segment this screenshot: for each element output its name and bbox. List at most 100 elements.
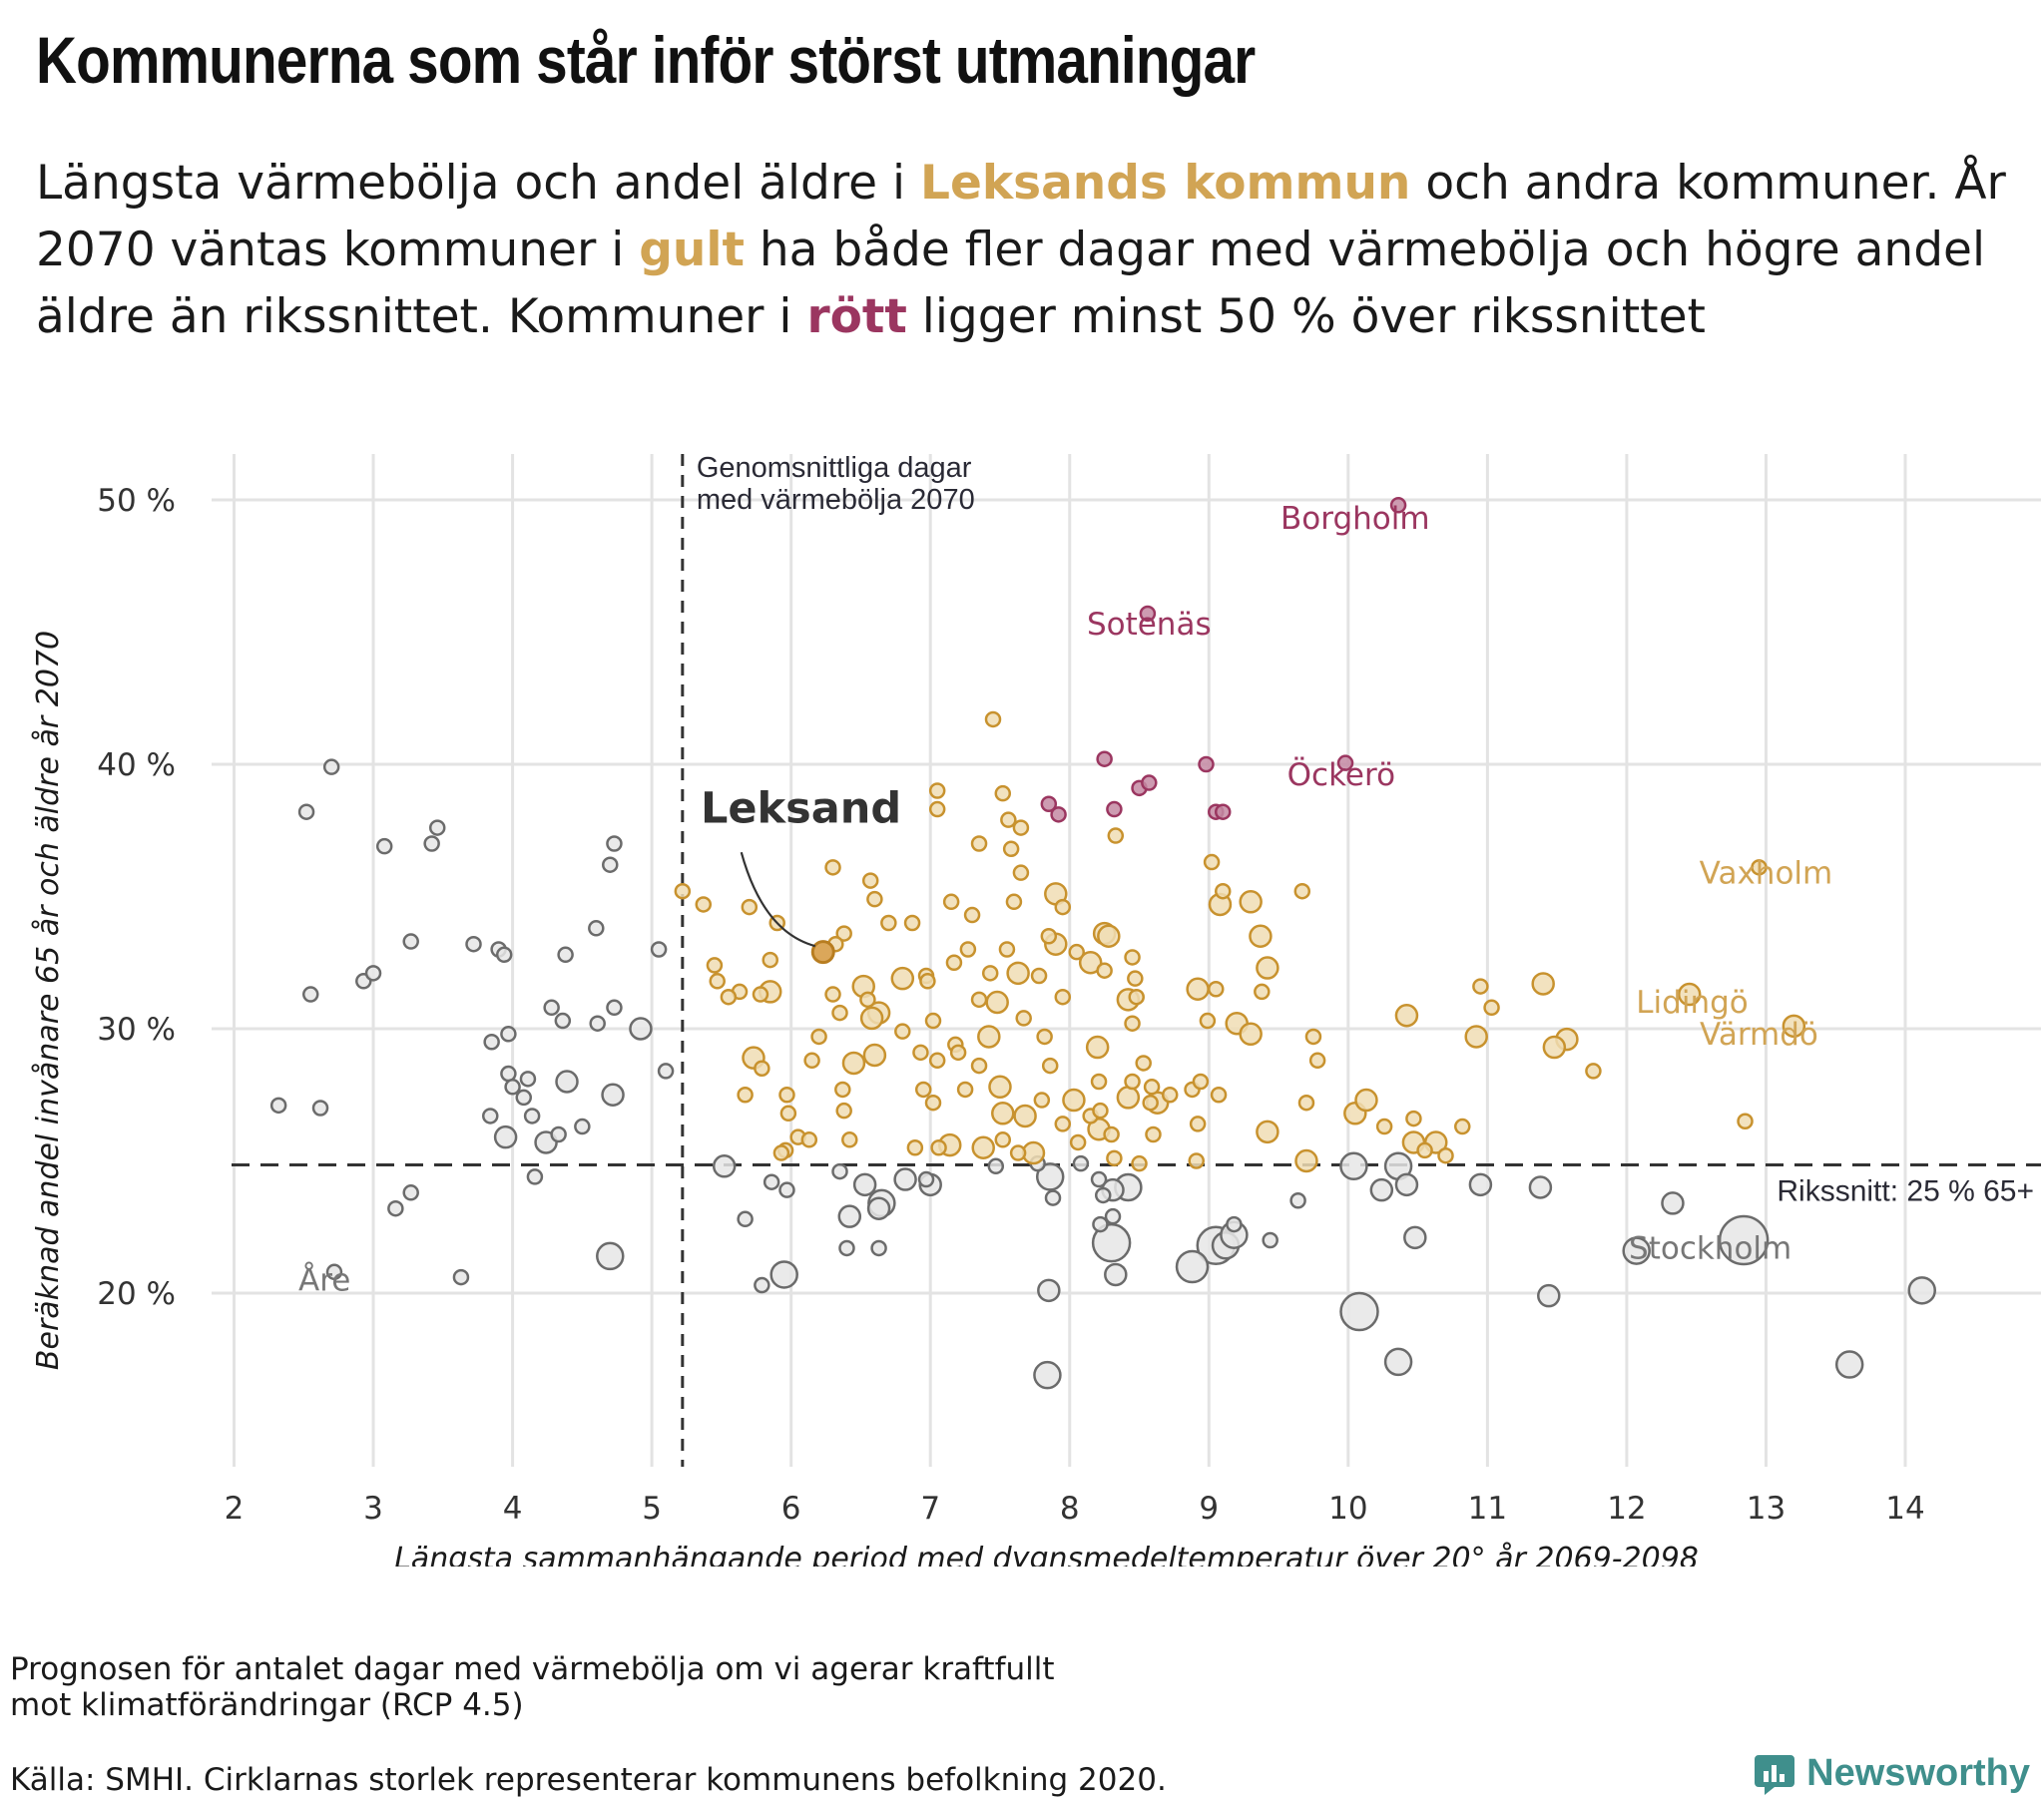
point-grey: [987, 1157, 1005, 1175]
point-gold: [810, 1028, 827, 1046]
point-gold: [1188, 1152, 1205, 1169]
point-gold: [890, 966, 915, 991]
point-gold: [709, 973, 726, 990]
point-grey: [602, 856, 619, 873]
x-tick-label: 6: [781, 1491, 801, 1527]
label-värmdö: Värmdö: [1700, 1017, 1818, 1053]
point-gold: [824, 859, 841, 876]
point-gold: [1308, 1052, 1326, 1070]
point-gold: [1751, 859, 1768, 876]
point-grey: [1094, 1186, 1112, 1204]
point-grey: [483, 1034, 500, 1051]
point-gold: [1375, 1118, 1393, 1135]
chart-subtitle: Längsta värmebölja och andel äldre i Lek…: [36, 150, 2012, 350]
point-gold: [1096, 962, 1113, 979]
point-gold: [779, 1105, 797, 1123]
point-gold: [1208, 981, 1225, 998]
point-gold: [1677, 982, 1702, 1007]
point-grey: [465, 935, 482, 953]
y-tick-label: 30 %: [97, 1012, 176, 1048]
point-gold: [772, 1144, 790, 1161]
point-gold: [1068, 943, 1085, 961]
point-grey: [1339, 1291, 1379, 1332]
x-tick-label: 4: [503, 1491, 523, 1527]
point-gold: [859, 1006, 884, 1031]
y-axis-title: Beräknad andel invånare 65 år och äldre …: [31, 631, 66, 1370]
point-gold: [1192, 1073, 1210, 1091]
point-grey: [375, 837, 393, 855]
point-red: [1106, 800, 1123, 818]
point-gold: [1203, 853, 1221, 871]
point-grey: [1403, 1225, 1427, 1250]
point-grey: [269, 1097, 287, 1115]
point-gold: [1531, 972, 1555, 996]
label-vaxholm: Vaxholm: [1700, 855, 1833, 891]
point-gold: [924, 1012, 942, 1030]
point-gold: [862, 1043, 887, 1068]
point-gold: [1040, 928, 1058, 945]
point-gold: [1116, 1086, 1141, 1110]
point-gold: [1124, 1015, 1141, 1032]
point-gold: [706, 957, 724, 974]
x-tick-label: 8: [1060, 1491, 1080, 1527]
point-gold: [1006, 961, 1030, 986]
point-gold: [1135, 1055, 1152, 1072]
x-tick-label: 14: [1885, 1491, 1924, 1527]
point-gold: [1199, 1012, 1217, 1030]
point-grey: [482, 1108, 499, 1124]
point-grey: [515, 1089, 532, 1107]
point-grey: [1907, 1276, 1936, 1305]
point-gold: [803, 1052, 820, 1070]
point-grey: [629, 1017, 653, 1041]
point-grey: [588, 920, 605, 937]
point-gold: [1062, 1088, 1086, 1113]
point-gold: [1483, 999, 1500, 1017]
point-gold: [1103, 1125, 1120, 1143]
point-grey: [550, 1125, 567, 1143]
point-gold: [971, 1135, 995, 1159]
point-grey: [523, 1108, 541, 1124]
point-gold: [1128, 988, 1145, 1006]
point-grey: [543, 999, 560, 1017]
point-gold: [1106, 1149, 1123, 1167]
y-tick-label: 20 %: [97, 1276, 176, 1312]
point-grey: [754, 1276, 770, 1294]
point-grey: [574, 1118, 591, 1135]
x-tick-label: 2: [225, 1491, 245, 1527]
label-stockholm: Stockholm: [1629, 1231, 1791, 1267]
point-grey: [1834, 1350, 1864, 1379]
subtitle-text-3: ha både fler dagar med värmebölja och hö…: [36, 223, 1986, 344]
point-gold: [1131, 1154, 1148, 1172]
point-gold: [720, 988, 738, 1006]
point-grey: [831, 1162, 848, 1180]
point-gold: [1254, 983, 1271, 1001]
point-gold: [894, 1023, 911, 1040]
point-grey: [1622, 1236, 1651, 1265]
point-gold: [998, 941, 1016, 958]
point-gold: [762, 951, 778, 969]
y-tick-label: 40 %: [97, 747, 176, 783]
point-leksand: [810, 940, 835, 965]
point-gold: [1142, 1094, 1159, 1112]
point-grey: [423, 835, 440, 852]
point-red: [1214, 803, 1232, 820]
y-tick-label: 50 %: [97, 483, 176, 519]
subtitle-rott: rött: [806, 289, 907, 344]
scatter-chart: Genomsnittliga dagar med värmebölja 2070 R…: [31, 452, 2041, 1567]
point-red: [1198, 755, 1215, 773]
point-grey: [1339, 1151, 1368, 1181]
point-gold: [1015, 1010, 1032, 1027]
point-grey: [364, 965, 382, 982]
point-grey: [555, 1070, 579, 1094]
point-gold: [1054, 898, 1072, 916]
point-gold: [835, 925, 852, 942]
point-grey: [1072, 1154, 1090, 1172]
point-grey: [1262, 1231, 1278, 1249]
point-gold: [1143, 1079, 1161, 1096]
point-grey: [870, 1239, 887, 1257]
point-gold: [1416, 1141, 1433, 1159]
point-gold: [928, 1052, 946, 1070]
point-grey: [837, 1204, 862, 1228]
point-gold: [1124, 1073, 1141, 1091]
point-gold: [824, 986, 841, 1003]
